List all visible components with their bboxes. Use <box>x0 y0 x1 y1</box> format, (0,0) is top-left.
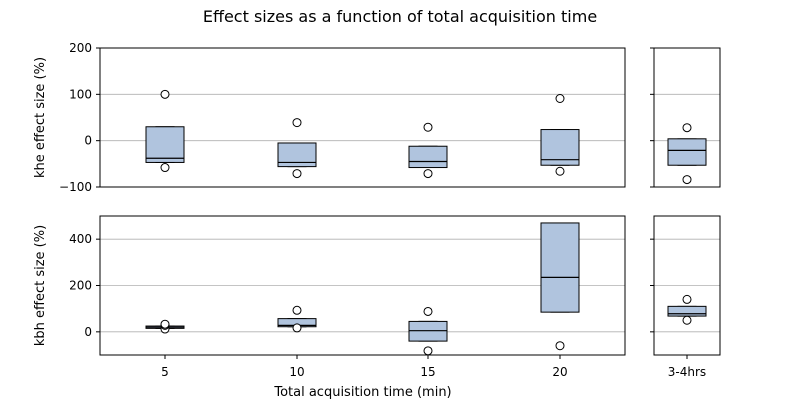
box-20 <box>540 222 580 351</box>
y-tick-label: 200 <box>69 279 92 293</box>
panel-kbh: 0 200 400 kbh effect size (%) 5 10 15 20 3-4hrs <box>33 215 721 379</box>
x-tick-label: 15 <box>420 365 435 379</box>
y-axis-label: khe effect size (%) <box>33 57 48 178</box>
outlier-point <box>682 175 692 185</box>
y-tick-label: −100 <box>59 180 92 194</box>
box-side <box>667 294 707 325</box>
x-tick-label: 10 <box>289 365 304 379</box>
box-15 <box>408 306 448 356</box>
outlier-point <box>423 346 433 356</box>
box-iqr <box>667 305 707 317</box>
box-5 <box>145 89 185 173</box>
x-tick-label: 20 <box>552 365 567 379</box>
side-x-tick-label: 3-4hrs <box>668 365 706 379</box>
axes-frame <box>99 47 626 188</box>
box-iqr <box>277 142 317 168</box>
y-tick-label: 200 <box>69 41 92 55</box>
y-tick-label: 100 <box>69 87 92 101</box>
box-iqr <box>540 222 580 313</box>
outlier-point <box>423 306 433 316</box>
panels: −100 0 100 200 khe effect size (%) 0 200 400 kbh… <box>33 41 721 379</box>
side-axes-frame <box>653 47 721 188</box>
chart-title: Effect sizes as a function of total acqu… <box>203 7 597 26</box>
x-axis-label: Total acquisition time (min) <box>273 385 451 400</box>
y-tick-label: 0 <box>84 134 92 148</box>
outlier-point <box>292 118 302 128</box>
y-tick-label: 400 <box>69 232 92 246</box>
outlier-point <box>292 169 302 179</box>
box-10 <box>277 118 317 179</box>
outlier-point <box>292 305 302 315</box>
box-iqr <box>145 126 185 163</box>
outlier-point <box>423 122 433 132</box>
outlier-point <box>682 123 692 133</box>
outlier-point <box>555 166 565 176</box>
outlier-point <box>423 169 433 179</box>
outlier-point <box>682 315 692 325</box>
y-axis-label: kbh effect size (%) <box>33 225 48 346</box>
outlier-point <box>555 341 565 351</box>
y-tick-label: 0 <box>84 325 92 339</box>
box-15 <box>408 122 448 179</box>
panel-khe: −100 0 100 200 khe effect size (%) <box>33 41 721 194</box>
outlier-point <box>160 163 170 173</box>
outlier-point <box>555 94 565 104</box>
outlier-point <box>160 89 170 99</box>
box-iqr <box>667 138 707 166</box>
outlier-point <box>160 319 170 329</box>
x-tick-label: 5 <box>161 365 169 379</box>
outlier-point <box>682 294 692 304</box>
box-10 <box>277 305 317 333</box>
box-iqr <box>408 145 448 169</box>
box-side <box>667 123 707 185</box>
box-20 <box>540 94 580 176</box>
box-5 <box>145 319 185 334</box>
outlier-point <box>292 323 302 333</box>
